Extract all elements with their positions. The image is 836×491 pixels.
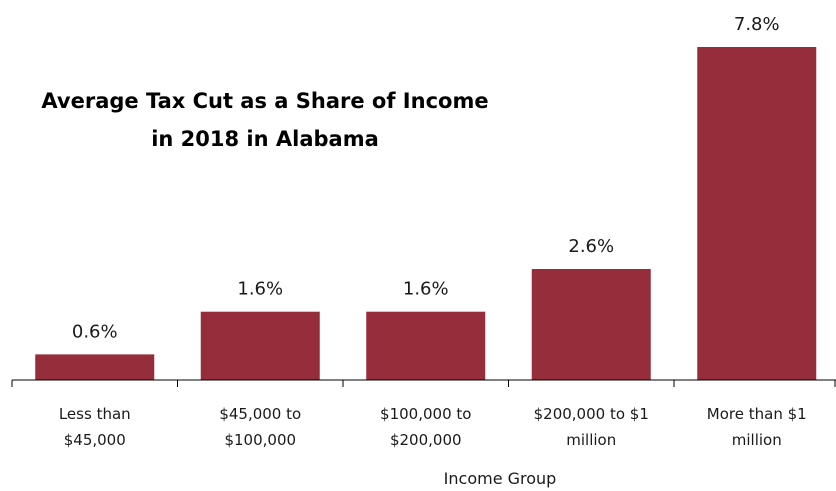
- category-label: $200,000 to $1: [534, 405, 649, 423]
- data-label: 7.8%: [734, 14, 780, 35]
- category-label: million: [566, 431, 616, 449]
- category-label: More than $1: [707, 405, 807, 423]
- data-label: 2.6%: [568, 236, 614, 257]
- category-label: $45,000 to: [219, 405, 301, 423]
- category-label: million: [732, 431, 782, 449]
- chart-title-line: in 2018 in Alabama: [151, 127, 379, 151]
- data-label: 0.6%: [72, 321, 118, 342]
- category-labels: Less than $45,000 $45,000 to $100,000 $100,0…: [59, 405, 807, 449]
- category-label: $100,000: [224, 431, 296, 449]
- data-label: 1.6%: [237, 279, 283, 300]
- bar: [366, 311, 486, 380]
- chart-title-line: Average Tax Cut as a Share of Income: [41, 89, 488, 113]
- chart-title: Average Tax Cut as a Share of Income in 2…: [41, 89, 488, 151]
- bar: [697, 47, 817, 380]
- category-label: $200,000: [390, 431, 462, 449]
- bar: [531, 269, 651, 380]
- category-label: Less than: [59, 405, 131, 423]
- bars: [35, 47, 817, 380]
- x-axis-title: Income Group: [444, 469, 557, 488]
- category-label: $45,000: [64, 431, 126, 449]
- data-labels: 0.6% 1.6% 1.6% 2.6% 7.8%: [72, 14, 780, 342]
- data-label: 1.6%: [403, 279, 449, 300]
- x-axis: [11, 379, 836, 387]
- category-label: $100,000 to: [380, 405, 471, 423]
- bar: [200, 311, 320, 380]
- bar: [35, 354, 155, 380]
